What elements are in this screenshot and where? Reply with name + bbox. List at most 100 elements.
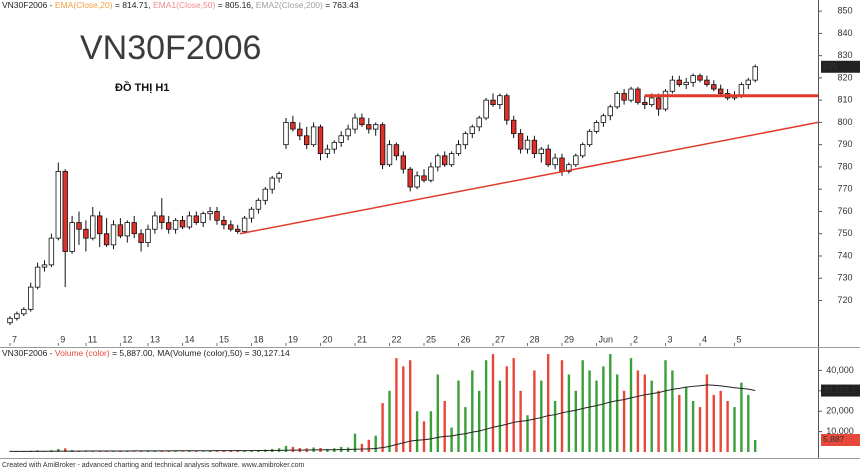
- candle-body: [718, 88, 724, 94]
- volume-bar: [415, 411, 419, 452]
- y-tick-label: 830: [837, 50, 852, 60]
- volume-header: VN30F2006 - Volume (color) = 5,887.00, M…: [2, 348, 290, 358]
- x-tick-label: 3: [668, 334, 673, 344]
- y2-tick-label: 40,000: [826, 365, 854, 375]
- volume-bar: [484, 360, 488, 452]
- volume-bar: [181, 451, 184, 452]
- candle-body: [517, 133, 524, 150]
- volume-bar: [119, 451, 122, 452]
- candle-body: [448, 153, 455, 166]
- last-volume-ma-box: [821, 384, 860, 397]
- candle-body: [393, 144, 400, 157]
- subtitle: ĐỒ THỊ H1: [115, 81, 169, 94]
- candle-body: [704, 79, 710, 85]
- candle-body: [600, 115, 607, 123]
- x-tick-label: 9: [60, 334, 65, 344]
- volume-bar: [174, 451, 177, 452]
- candle-body: [207, 211, 213, 215]
- volume-bar: [133, 451, 136, 452]
- volume-bar: [657, 390, 660, 452]
- x-tick-label: 28: [530, 334, 540, 344]
- candle-body: [269, 177, 275, 190]
- y-tick-label: 850: [837, 6, 852, 16]
- x-tick-label: 27: [495, 334, 505, 344]
- volume-bar: [533, 370, 536, 452]
- volume-bar: [222, 450, 226, 452]
- volume-bar: [457, 380, 460, 452]
- candle-body: [697, 75, 703, 81]
- volume-bar: [443, 401, 446, 452]
- candle-body: [27, 286, 34, 310]
- candle-body: [117, 224, 124, 237]
- candle-body: [303, 135, 310, 146]
- candle-body: [159, 215, 165, 223]
- candle-body: [614, 93, 620, 108]
- header-part: EMA2(Close,200): [256, 0, 323, 10]
- volume-bar: [512, 358, 515, 452]
- candle-body: [290, 122, 296, 130]
- volume-bar: [360, 443, 364, 452]
- volume-bar: [478, 390, 481, 452]
- candle-body: [497, 95, 503, 106]
- candle-body: [538, 148, 544, 154]
- candle-body: [669, 79, 676, 92]
- candle-body: [21, 308, 27, 315]
- volume-bar: [616, 374, 619, 452]
- candle-body: [421, 175, 427, 181]
- last-volume-ma-label: 30,127.1: [823, 385, 856, 395]
- candle-body: [524, 139, 531, 150]
- volume-bar: [471, 370, 474, 452]
- candle-body: [586, 130, 593, 146]
- volume-bar: [395, 358, 398, 452]
- candle-body: [428, 166, 434, 181]
- y-tick-label: 810: [837, 95, 852, 105]
- x-tick-label: 2: [633, 334, 638, 344]
- candle-body: [662, 90, 669, 110]
- candle-body: [338, 135, 344, 143]
- candle-body: [110, 224, 117, 246]
- candle-body: [607, 106, 613, 117]
- volume-bar: [636, 370, 640, 452]
- volume-bar: [685, 386, 688, 452]
- candle-body: [55, 170, 61, 239]
- candle-body: [331, 142, 337, 150]
- candle-body: [310, 126, 317, 146]
- y-tick-label: 740: [837, 250, 852, 260]
- candle-body: [745, 79, 751, 85]
- header-part: VN30F2006 -: [2, 348, 55, 358]
- volume-bar: [643, 374, 646, 452]
- volume-bar: [202, 451, 205, 452]
- candle-body: [83, 228, 89, 239]
- volume-bar: [629, 358, 633, 452]
- candle-body: [165, 222, 172, 230]
- volume-bar: [422, 421, 426, 452]
- candle-body: [255, 199, 262, 210]
- volume-bar: [353, 433, 357, 452]
- y-tick-label: 840: [837, 28, 852, 38]
- x-tick-label: 19: [288, 334, 298, 344]
- x-tick-label: 11: [88, 334, 97, 344]
- candle-body: [711, 84, 717, 90]
- volume-bar: [491, 354, 495, 452]
- y2-tick-label: 20,000: [826, 406, 854, 416]
- volume-bar: [146, 450, 150, 452]
- y-tick-label: 730: [837, 273, 852, 283]
- candle-body: [441, 155, 448, 166]
- header-part: MA(Volume (color),50): [157, 348, 242, 358]
- candle-body: [504, 95, 510, 121]
- volume-bar: [650, 380, 653, 452]
- candle-body: [676, 79, 682, 85]
- volume-bar: [167, 450, 170, 452]
- volume-bar: [291, 446, 295, 452]
- x-tick-label: 18: [254, 334, 264, 344]
- candle-body: [435, 155, 441, 168]
- candle-body: [7, 317, 13, 324]
- candle-body: [41, 264, 48, 268]
- candle-body: [283, 122, 289, 146]
- volume-bar: [588, 370, 591, 452]
- last-volume-box: [821, 433, 860, 446]
- volume-bar: [505, 366, 508, 452]
- volume-ma-line: [9, 384, 756, 452]
- candle-body: [628, 88, 634, 101]
